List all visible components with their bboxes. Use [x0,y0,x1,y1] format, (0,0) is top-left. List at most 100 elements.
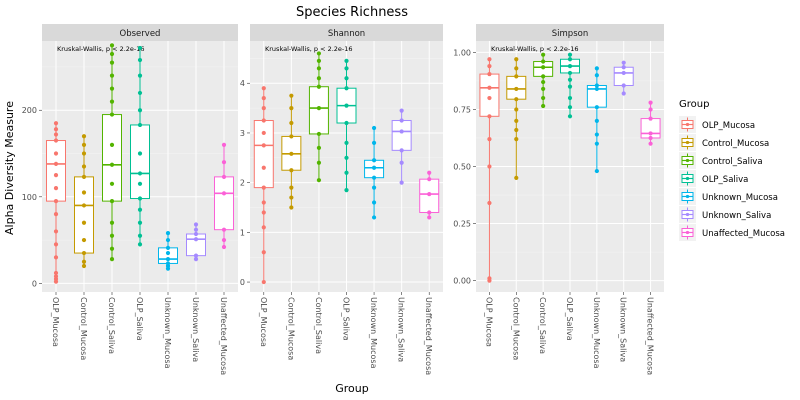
data-point [53,255,59,260]
data-point [399,129,404,134]
data-point [261,165,266,170]
data-point [427,215,432,220]
data-point [53,199,59,204]
data-point [81,250,87,256]
data-point [514,137,519,142]
y-tick-label: 1.00 [453,48,471,57]
boxplot-control-mucosa [506,57,527,181]
data-point [53,138,59,143]
data-point [193,257,199,262]
data-point [165,245,171,250]
data-point [137,233,143,238]
data-point [399,148,404,153]
data-point [344,120,349,126]
box-iqr [253,120,274,189]
data-point [648,141,653,146]
data-point [621,65,626,70]
data-point [487,85,492,90]
x-tick-label: OLP_Saliva [342,297,351,341]
data-point [109,112,115,117]
x-tick-label: Unknown_Mucosa [592,297,601,369]
legend-entry-olp-mucosa: OLP_Mucosa [679,116,755,133]
data-point [594,118,599,123]
data-point [109,181,115,186]
y-tick-label: 2 [240,179,245,188]
data-point [487,95,492,101]
boxplot-unknown-mucosa [586,66,607,174]
legend-key-point [685,122,690,127]
data-point [514,107,519,112]
data-point [193,231,199,237]
data-point [221,227,227,232]
legend-entry-unknown-mucosa: Unknown_Mucosa [679,188,778,205]
data-point [289,93,294,98]
box-iqr [46,140,66,202]
data-point [648,135,653,141]
kruskal-wallis-annotation: Kruskal-Wallis, p < 2.2e-16 [57,45,145,53]
data-point [137,90,143,96]
data-point [109,199,115,204]
legend-key-point [685,230,690,235]
data-point [621,91,626,96]
data-point [344,140,349,145]
data-point [594,66,599,71]
data-point [541,103,546,109]
boxplot-unaffected-mucosa [640,100,661,146]
data-point [427,191,432,197]
data-point [81,259,87,264]
data-point [594,73,599,78]
legend-entry-unknown-saliva: Unknown_Saliva [679,206,771,223]
facet-strip-label: Observed [120,29,161,39]
data-point [567,84,573,89]
data-point [53,121,59,126]
box-iqr [214,176,234,231]
data-point [81,151,87,156]
data-point [261,250,266,255]
panel-shannon: Shannon 0 1 2 3 4 Kruskal-Wallis, p < 2.2e-16 O… [240,24,443,375]
y-axis-title: Alpha Diversity Measure [3,101,16,235]
x-tick-label: OLP_Saliva [135,297,144,341]
x-tick-label: Unknown_Mucosa [369,297,378,369]
boxplot-unknown-saliva [391,108,412,185]
data-point [109,162,115,167]
boxplot-unaffected-mucosa [214,142,234,250]
data-point [165,261,171,266]
x-tick-label: Unaffected_Mucosa [646,297,655,375]
data-point [316,178,322,183]
facet-strip-label: Simpson [552,29,588,39]
y-tick-label: 1 [240,228,245,237]
data-point [261,86,266,91]
data-point [53,274,59,279]
data-point [427,210,432,215]
y-tick-label: 0.00 [453,277,471,286]
data-point [371,215,377,220]
kruskal-wallis-annotation: Kruskal-Wallis, p < 2.2e-16 [265,45,353,53]
y-tick-label: 0 [32,279,37,288]
data-point [261,200,266,205]
boxplot-unknown-mucosa [364,125,385,220]
data-point [109,257,115,262]
data-point [81,164,87,169]
data-point [316,51,322,56]
data-point [137,108,143,113]
data-point [261,143,266,148]
data-point [514,57,519,62]
facet-strip [250,24,443,41]
x-tick-label: OLP_Mucosa [484,297,493,347]
data-point [541,59,546,64]
data-point [137,242,143,247]
data-point [594,132,599,137]
data-point [567,57,573,62]
data-point [109,220,115,225]
data-point [289,205,294,210]
data-point [344,170,349,175]
legend-entry-olp-saliva: OLP_Saliva [679,170,748,187]
y-tick-label: 4 [240,79,245,88]
data-point [371,185,377,190]
x-tick-label: Unaffected_Mucosa [424,297,433,375]
data-point [514,175,519,181]
data-point [621,83,626,88]
data-point [109,51,115,57]
legend-label: OLP_Saliva [702,175,748,185]
data-point [81,237,87,243]
